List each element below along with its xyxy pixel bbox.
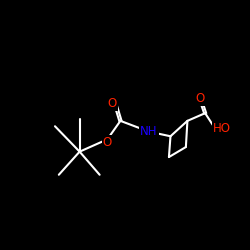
Text: NH: NH <box>140 125 158 138</box>
Text: O: O <box>103 136 112 149</box>
Text: HO: HO <box>213 122 231 135</box>
Text: O: O <box>107 97 117 110</box>
Text: O: O <box>195 92 204 105</box>
